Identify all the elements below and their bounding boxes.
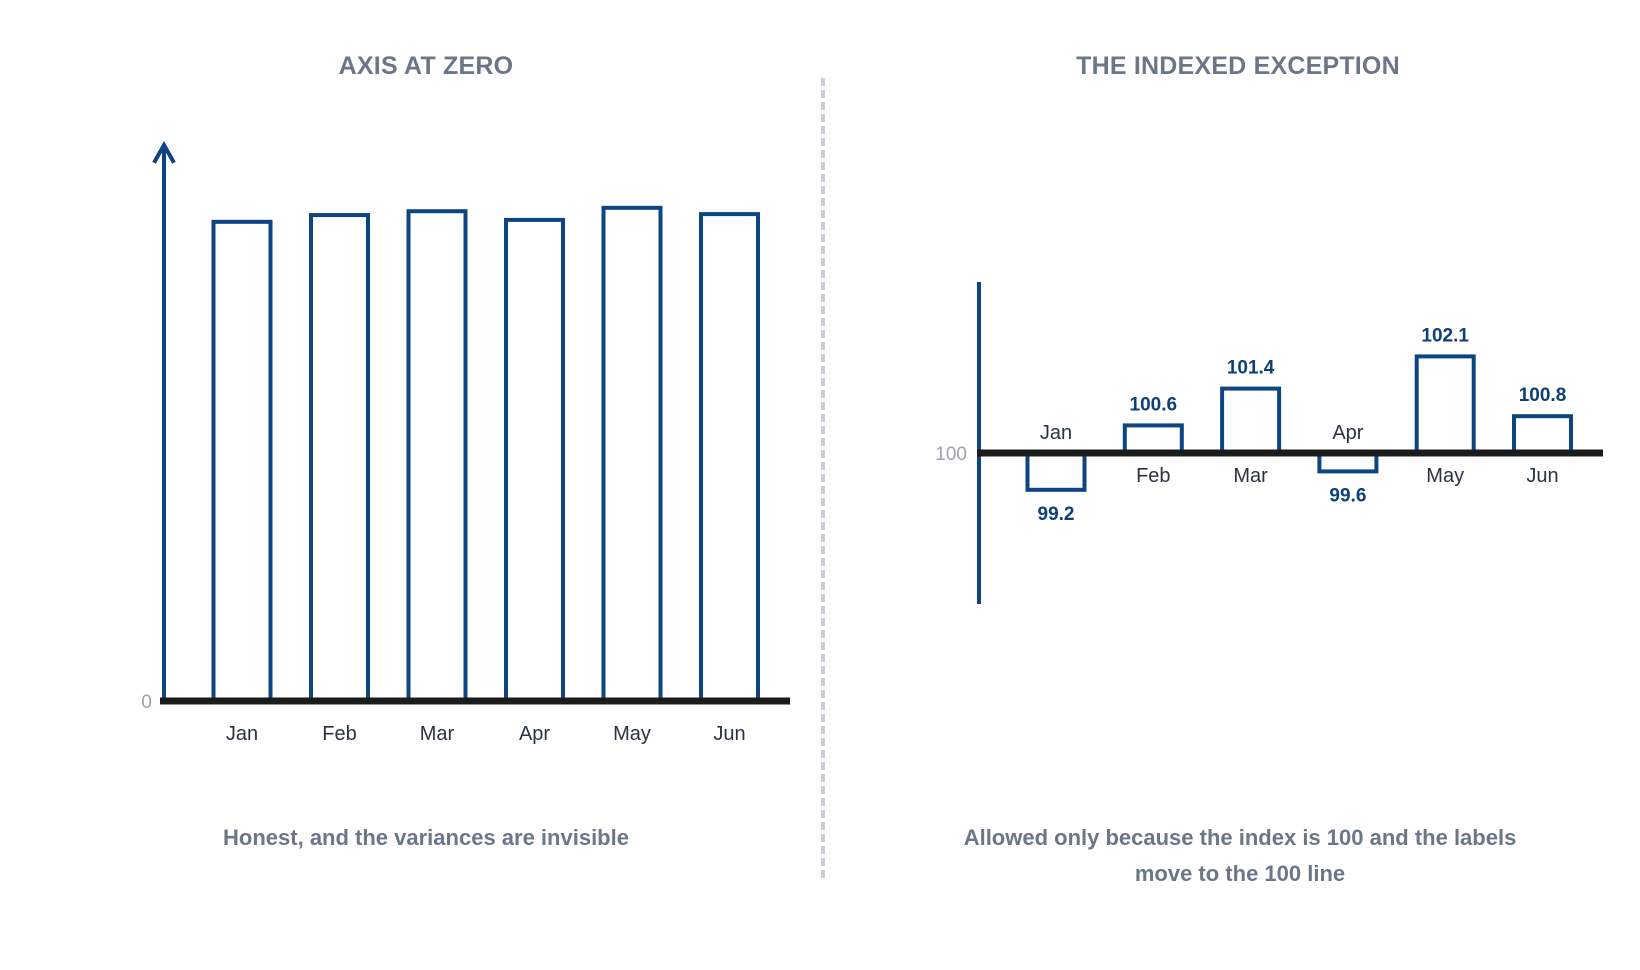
right-x-tick-mar: Mar [1233, 465, 1268, 487]
left-x-tick-feb: Feb [322, 723, 356, 745]
left-x-tick-jun: Jun [713, 723, 745, 745]
left-panel: AXIS AT ZERO Honest, and the variances a… [223, 52, 629, 850]
left-chart-title: AXIS AT ZERO [338, 52, 514, 80]
right-value-label-jan: 99.2 [1038, 504, 1075, 525]
left-bar-mar [406, 209, 468, 703]
right-value-label-may: 102.1 [1421, 325, 1469, 346]
right-value-label-apr: 99.6 [1329, 485, 1366, 506]
right-bar-jun [1512, 414, 1573, 456]
left-bar-jun [699, 212, 760, 703]
right-x-tick-feb: Feb [1136, 465, 1170, 487]
right-x-tick-jan: Jan [1040, 422, 1072, 444]
left-x-tick-apr: Apr [519, 723, 550, 745]
right-x-tick-jun: Jun [1526, 465, 1558, 487]
left-bar-jan [211, 219, 273, 703]
right-bar-jan [1025, 451, 1087, 492]
panel-divider [821, 78, 825, 878]
left-bar-feb [309, 213, 370, 703]
left-x-tick-may: May [613, 723, 651, 745]
left-y-axis-arrow [152, 140, 176, 164]
right-y-tick-100: 100 [935, 444, 967, 465]
right-caption: Allowed only because the index is 100 an… [963, 825, 1517, 886]
right-chart-title: THE INDEXED EXCEPTION [1076, 52, 1400, 80]
left-bar-apr [504, 217, 565, 703]
left-x-tick-mar: Mar [420, 723, 455, 745]
left-bar-may [601, 205, 663, 704]
left-y-tick-0: 0 [141, 692, 152, 713]
right-value-label-feb: 100.6 [1130, 394, 1178, 415]
right-bar-feb [1122, 423, 1184, 455]
right-value-label-mar: 101.4 [1227, 358, 1275, 379]
right-value-label-jun: 100.8 [1519, 385, 1567, 406]
right-x-tick-apr: Apr [1332, 422, 1363, 444]
right-x-tick-may: May [1426, 465, 1464, 487]
right-panel: THE INDEXED EXCEPTION Allowed only becau… [820, 0, 1640, 970]
right-bar-mar [1220, 386, 1282, 456]
right-bar-may [1414, 354, 1476, 455]
left-caption: Honest, and the variances are invisible [223, 825, 629, 850]
left-x-tick-jan: Jan [226, 723, 258, 745]
